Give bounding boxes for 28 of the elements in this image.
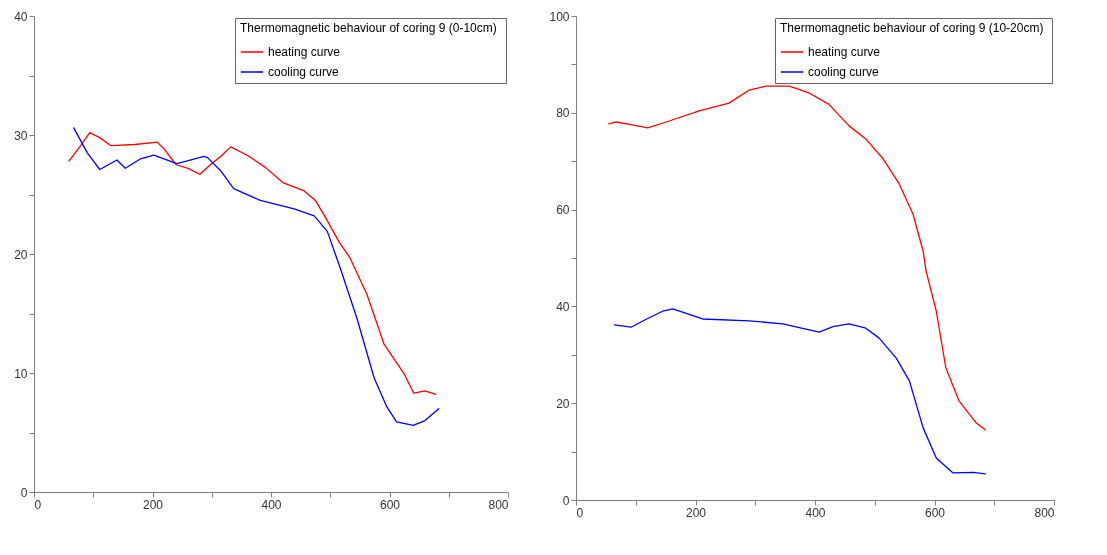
y-tick-label: 60 (556, 203, 570, 218)
y-tick-label: 20 (14, 247, 28, 262)
y-tick-label: 40 (556, 299, 570, 314)
x-tick-label: 0 (576, 505, 584, 520)
x-tick-label: 600 (379, 497, 401, 512)
y-tick-label: 80 (556, 106, 570, 121)
x-tick-label: 800 (1034, 505, 1055, 520)
y-tick-label: 10 (14, 366, 28, 381)
x-tick-label: 200 (142, 497, 164, 512)
legend-title: Thermomagnetic behaviour of coring 9 (10-20cm) (780, 21, 1044, 35)
y-tick-label: 30 (14, 128, 28, 143)
y-tick-label: 40 (14, 9, 28, 24)
line-series (613, 308, 986, 475)
y-tick-label: 0 (20, 485, 28, 500)
y-tick-label: 20 (556, 396, 570, 411)
x-tick-label: 600 (924, 505, 946, 520)
line-series (608, 85, 986, 431)
legend-label: heating curve (808, 45, 881, 59)
legend-label: cooling curve (808, 65, 880, 79)
x-tick-label: 200 (685, 505, 707, 520)
x-tick-label: 400 (261, 497, 282, 512)
legend-title: Thermomagnetic behaviour of coring 9 (0-10cm) (240, 21, 497, 35)
x-tick-label: 400 (805, 505, 826, 520)
x-tick-label: 800 (488, 497, 509, 512)
legend-label: heating curve (268, 45, 341, 59)
legend-label: cooling curve (268, 65, 340, 79)
y-tick-label: 100 (549, 9, 570, 24)
x-tick-label: 0 (34, 497, 42, 512)
